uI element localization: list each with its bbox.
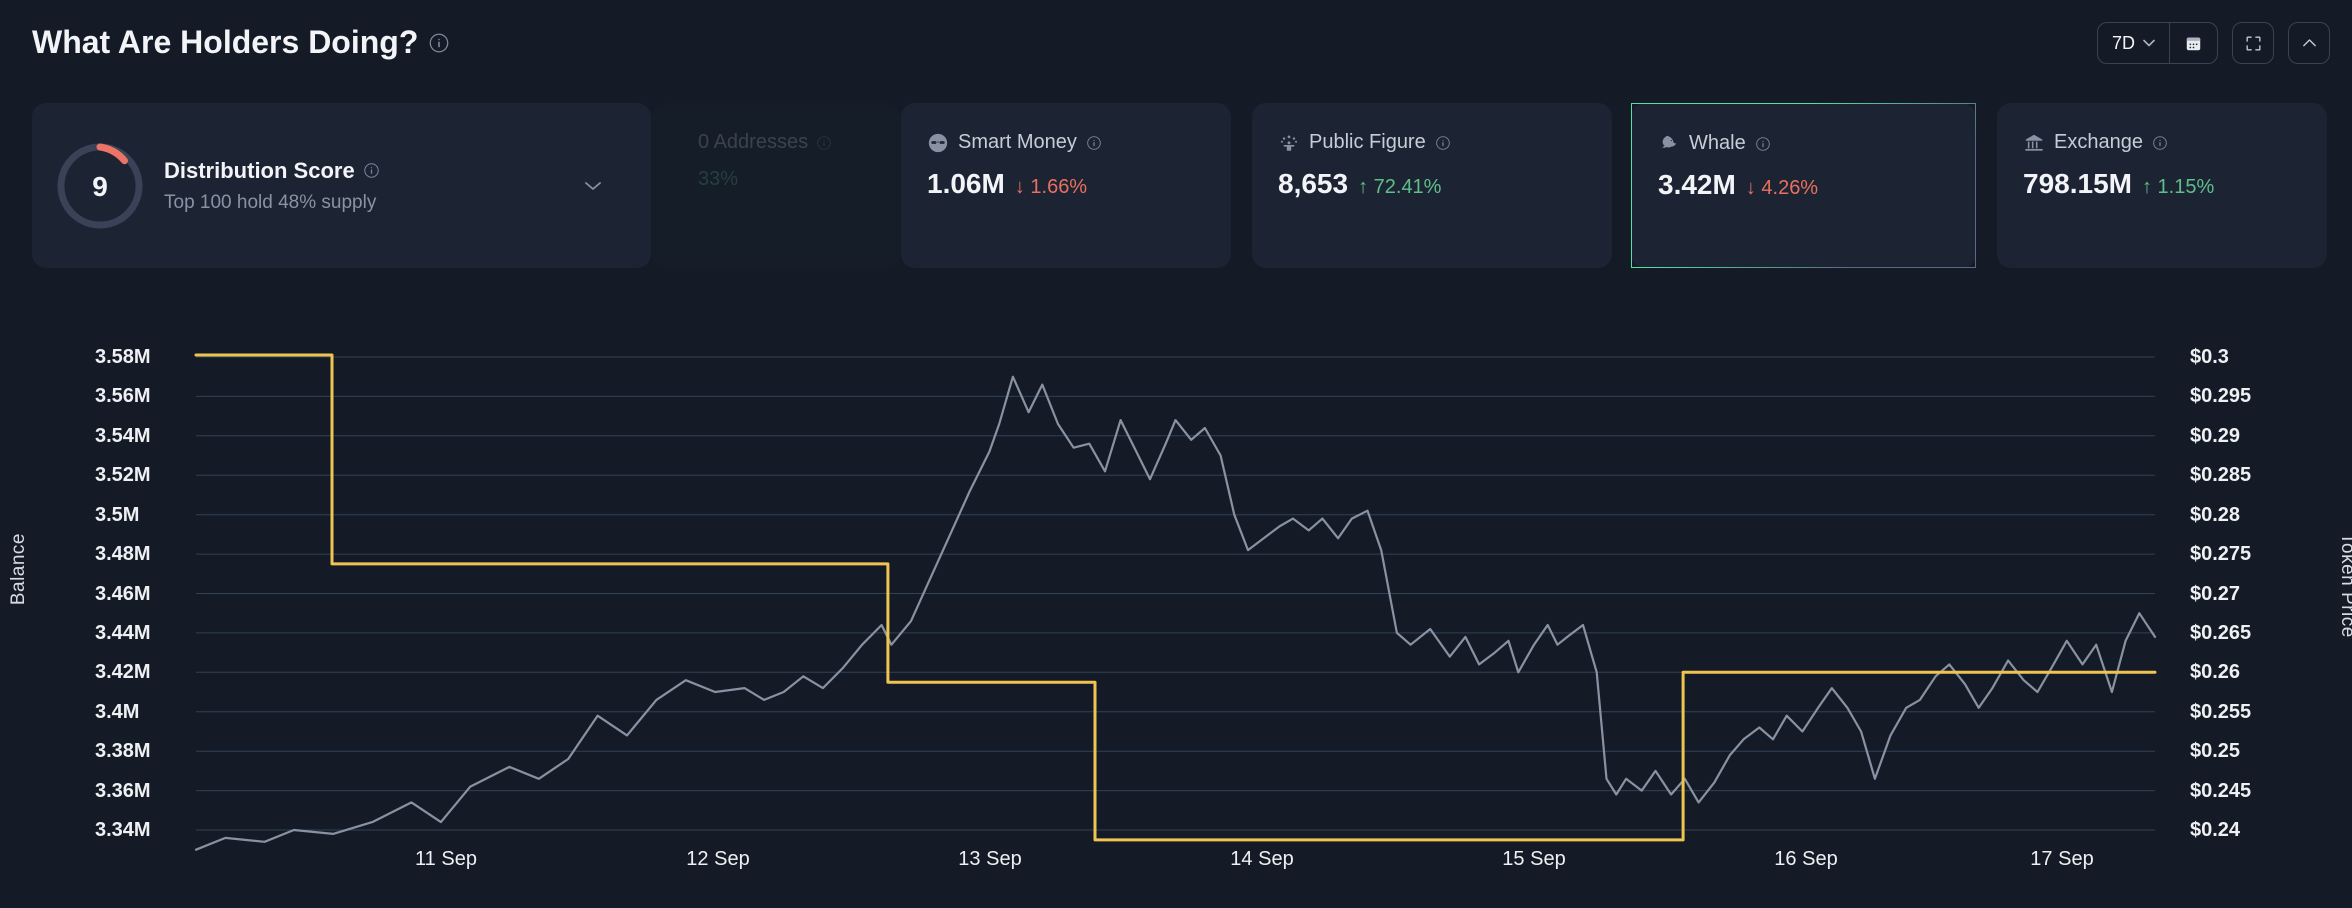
svg-text:9: 9 — [92, 171, 108, 202]
